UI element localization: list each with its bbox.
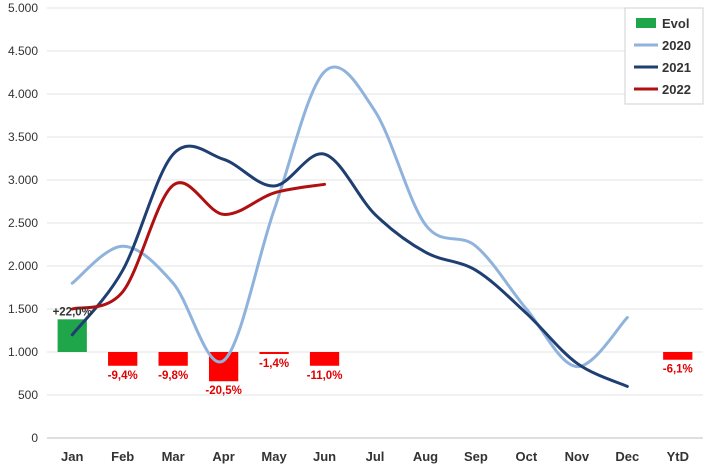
y-tick-label: 0 [31,431,38,445]
x-tick-label: Sep [464,449,488,464]
evol-data-label: -20,5% [205,385,241,397]
y-tick-label: 2.000 [8,259,38,273]
evol-data-label: -11,0% [307,370,343,382]
y-tick-label: 4.000 [8,87,38,101]
x-tick-label: Dec [615,449,639,464]
evol-bar [309,352,340,366]
x-tick-label: Jul [366,449,385,464]
y-tick-label: 1.500 [8,302,38,316]
y-tick-label: 5.000 [8,1,38,15]
y-tick-label: 500 [18,388,38,402]
y-axis: 0 500 1.000 1.500 2.000 2.500 3.000 3.500 4.000 4… [8,1,38,445]
evol-bar [108,352,138,366]
y-tick-label: 2.500 [8,216,38,230]
evol-bar [663,352,693,360]
evol-data-label: -1,4% [259,358,289,370]
data-labels: +22,0% -9,4% -9,8% -20,5% -1,4% -11,0% -6,1% [53,306,693,397]
series-line-2021 [70,144,629,388]
evol-bar [158,352,188,366]
x-tick-label: Mar [162,449,185,464]
evol-bar [208,352,239,382]
legend-label: 2022 [662,82,691,97]
y-tick-label: 3.000 [8,173,38,187]
x-tick-label: Jun [313,449,336,464]
legend: Evol 2020 2021 2022 [624,7,704,105]
legend-label: Evol [662,16,689,31]
x-tick-label: Oct [516,449,538,464]
x-tick-label: Jan [61,449,83,464]
legend-swatch [636,18,656,28]
x-tick-label: Feb [111,449,134,464]
x-tick-label: May [261,449,287,464]
y-tick-label: 4.500 [8,44,38,58]
evol-data-label: -9,4% [108,370,138,382]
series-line-2020 [70,65,629,369]
y-tick-label: 3.500 [8,130,38,144]
y-tick-label: 1.000 [8,345,38,359]
x-tick-label: Apr [212,449,234,464]
grid [47,7,703,439]
evol-data-label: -9,8% [158,370,188,382]
x-tick-label: Aug [413,449,438,464]
legend-label: 2021 [662,60,691,75]
evol-data-label: +22,0% [53,306,92,318]
evol-bars [57,319,693,382]
evol-data-label: -6,1% [663,364,693,376]
series-lines [70,65,629,388]
legend-label: 2020 [662,38,691,53]
series-line-2022 [70,181,327,311]
x-tick-label: YtD [667,449,689,464]
x-tick-label: Nov [565,449,590,464]
x-axis: Jan Feb Mar Apr May Jun Jul Aug Sep Oct Nov Dec YtD [61,449,689,464]
evol-bar [259,352,289,354]
